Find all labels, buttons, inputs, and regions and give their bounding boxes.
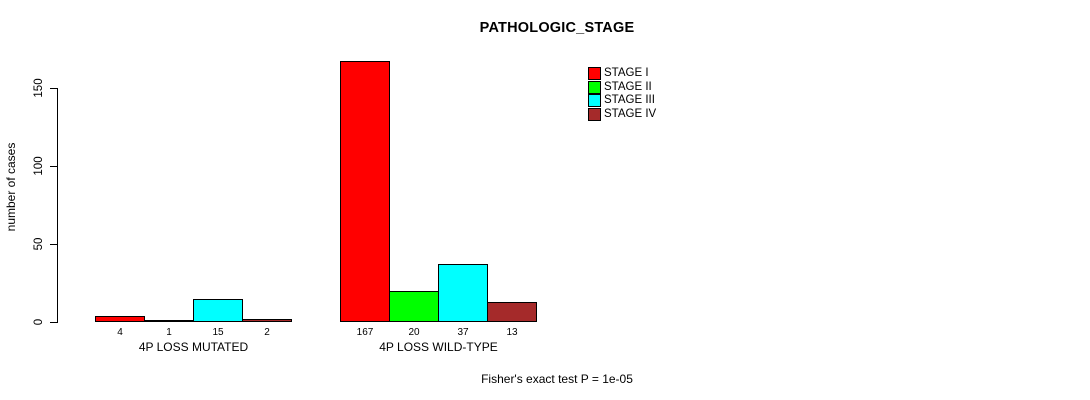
legend-swatch-stage-i xyxy=(588,67,601,80)
legend-swatch-stage-ii xyxy=(588,81,601,94)
y-tick-label: 100 xyxy=(33,156,45,176)
bar-stage-ii-4p-loss-wild-type xyxy=(389,291,439,322)
bar-stage-iv-4p-loss-mutated xyxy=(242,319,292,322)
y-axis-title: number of cases xyxy=(4,142,18,232)
y-tick-label: 0 xyxy=(33,318,45,326)
group-label-4p-loss-mutated: 4P LOSS MUTATED xyxy=(138,340,249,354)
legend-swatch-stage-iii xyxy=(588,94,601,107)
legend: STAGE I STAGE II STAGE III STAGE IV xyxy=(588,67,748,127)
legend-label: STAGE I xyxy=(604,67,649,79)
bar-value-label: 15 xyxy=(212,327,224,338)
y-tick-label: 150 xyxy=(33,78,45,98)
bar-value-label: 1 xyxy=(166,327,172,338)
y-tick-mark xyxy=(50,244,57,245)
bar-value-label: 167 xyxy=(356,327,374,338)
bar-value-label: 20 xyxy=(408,327,420,338)
y-axis-line xyxy=(57,88,58,323)
fisher-test-annotation: Fisher's exact test P = 1e-05 xyxy=(481,372,633,386)
y-tick-label: 50 xyxy=(33,237,45,251)
bar-stage-ii-4p-loss-mutated xyxy=(144,320,194,322)
y-tick-mark xyxy=(50,322,57,323)
bar-value-label: 4 xyxy=(117,327,123,338)
bar-value-label: 13 xyxy=(506,327,518,338)
bar-value-label: 37 xyxy=(457,327,469,338)
legend-label: STAGE IV xyxy=(604,108,657,120)
chart-title: PATHOLOGIC_STAGE xyxy=(479,20,635,36)
legend-label: STAGE III xyxy=(604,94,655,106)
bar-stage-i-4p-loss-mutated xyxy=(95,316,145,322)
legend-swatch-stage-iv xyxy=(588,108,601,121)
bar-stage-iv-4p-loss-wild-type xyxy=(487,302,537,322)
y-tick-mark xyxy=(50,166,57,167)
bar-value-label: 2 xyxy=(264,327,270,338)
legend-label: STAGE II xyxy=(604,81,652,93)
bar-stage-iii-4p-loss-mutated xyxy=(193,299,243,322)
bar-stage-iii-4p-loss-wild-type xyxy=(438,264,488,322)
y-tick-mark xyxy=(50,88,57,89)
bar-stage-i-4p-loss-wild-type xyxy=(340,61,390,322)
group-label-4p-loss-wild-type: 4P LOSS WILD-TYPE xyxy=(379,340,498,354)
